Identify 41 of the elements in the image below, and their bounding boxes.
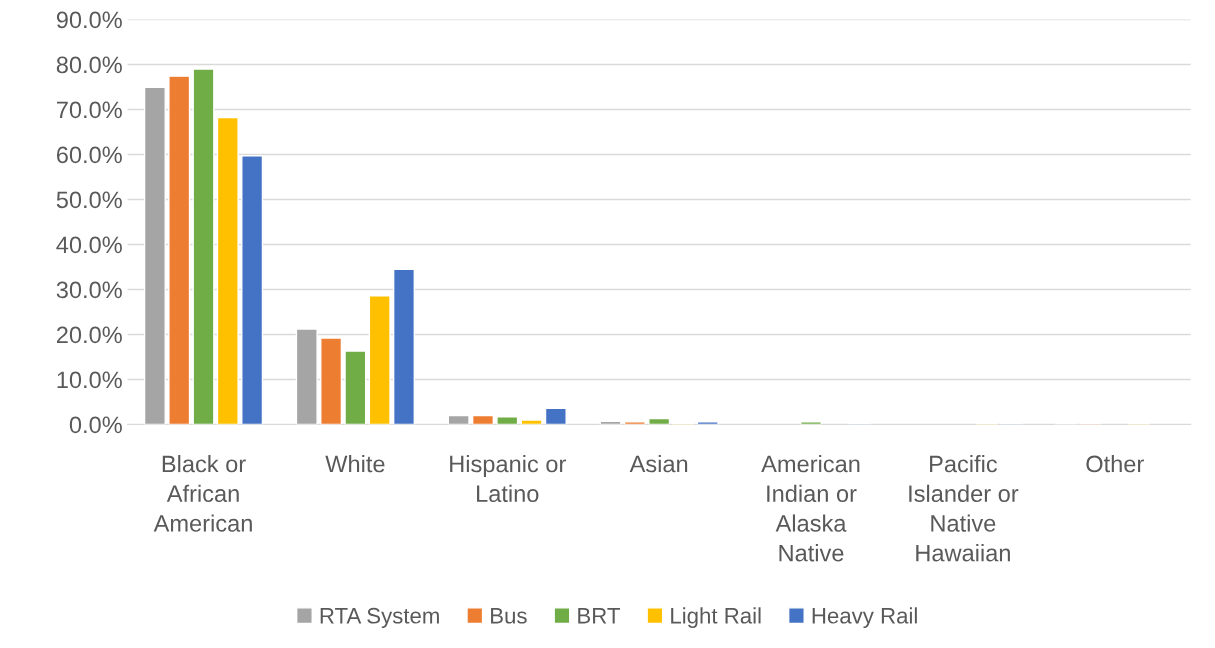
bar [696, 421, 719, 425]
bar [471, 414, 494, 425]
bar [799, 421, 823, 425]
bar [192, 68, 215, 425]
bar [295, 328, 318, 425]
legend-label: RTA System [320, 607, 439, 628]
bar [344, 350, 367, 425]
bar [168, 75, 191, 425]
x-tick-label: Black or African American [153, 455, 252, 532]
bar [320, 337, 343, 425]
bar [241, 155, 264, 425]
x-tick-label: Asian [629, 455, 688, 473]
bar [216, 116, 239, 425]
x-tick-label: Hispanic or Latino [450, 455, 566, 503]
y-tick-label: 60.0% [56, 146, 122, 164]
x-tick-label: American Indian or Alaska Native [761, 455, 860, 562]
y-tick-label: 10.0% [57, 371, 122, 389]
bar [623, 421, 646, 425]
legend-label: BRT [578, 608, 620, 624]
y-tick-label: 90.0% [56, 11, 122, 29]
bar [447, 414, 470, 425]
x-tick-label: Other [1086, 455, 1144, 473]
bar [496, 416, 519, 425]
y-tick-label: 0.0% [69, 416, 122, 434]
x-tick-label: White [325, 455, 385, 473]
x-tick-label: Pacific Islander or Native Hawaiian [909, 455, 1019, 562]
bar [368, 295, 391, 425]
legend-label: Bus [491, 608, 527, 624]
y-tick-label: 20.0% [56, 326, 122, 344]
bar [392, 268, 416, 425]
y-tick-label: 30.0% [56, 281, 122, 299]
bar [520, 419, 543, 425]
bar [648, 417, 671, 425]
bar [544, 407, 567, 425]
legend-label: Light Rail [671, 607, 761, 628]
legend-label: Heavy Rail [812, 607, 917, 628]
bar [143, 86, 166, 425]
y-tick-label: 70.0% [56, 101, 122, 119]
y-tick-label: 80.0% [56, 56, 122, 74]
y-tick-label: 40.0% [56, 236, 122, 254]
y-tick-label: 50.0% [56, 191, 122, 209]
